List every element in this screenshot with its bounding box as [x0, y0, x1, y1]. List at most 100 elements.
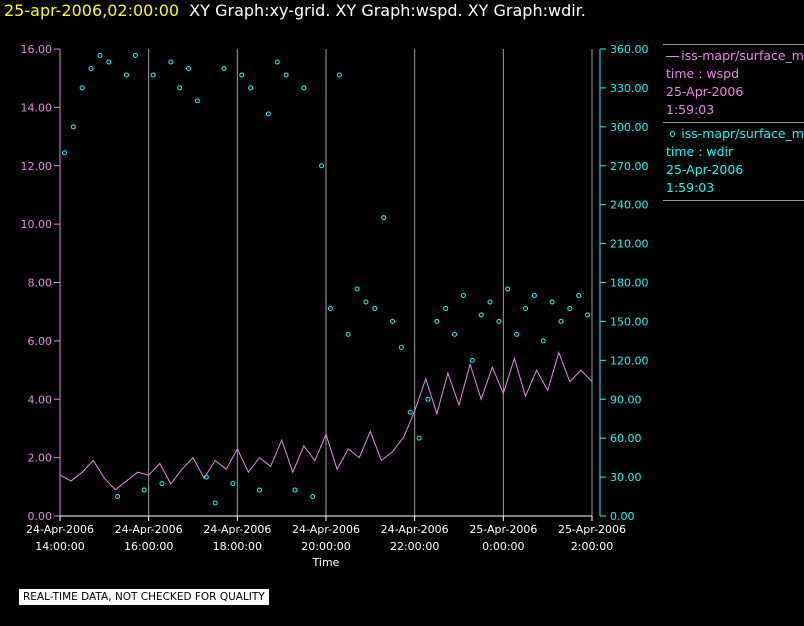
wdir-point: [97, 52, 103, 58]
wdir-point: [292, 487, 298, 493]
x-tick-date-3: 24-Apr-2006: [292, 523, 360, 536]
wdir-point: [407, 409, 413, 415]
line-swatch-icon: [666, 55, 680, 57]
wdir-point: [345, 331, 351, 337]
legend-wdir-time: 1:59:03: [666, 180, 715, 195]
y-right-tick-label-7: 210.00: [610, 238, 649, 251]
wdir-point: [70, 124, 76, 130]
wdir-point: [381, 215, 387, 221]
wdir-point: [150, 72, 156, 78]
chart-title: 25-apr-2006,02:00:00 XY Graph:xy-grid. X…: [4, 1, 804, 20]
circle-marker-icon: [670, 131, 676, 137]
wdir-point: [257, 487, 262, 493]
wdir-point: [336, 72, 342, 78]
y-left-tick-label-8: 16.00: [21, 43, 53, 56]
x-tick-time-2: 18:00:00: [213, 540, 262, 553]
title-graphs: XY Graph:xy-grid. XY Graph:wspd. XY Grap…: [189, 1, 586, 20]
wdir-point: [124, 72, 129, 78]
legend: iss-mapr/surface_m time : wspd 25-Apr-20…: [663, 44, 804, 201]
wdir-point: [443, 305, 449, 311]
wdir-point: [576, 292, 582, 298]
wdir-point: [141, 487, 147, 493]
legend-wspd-time: 1:59:03: [666, 102, 715, 117]
wdir-point: [398, 344, 404, 350]
wdir-point: [540, 338, 546, 344]
wdir-point: [230, 481, 236, 487]
x-tick-date-1: 24-Apr-2006: [115, 523, 183, 536]
y-left-tick-label-2: 4.00: [28, 393, 53, 406]
wdir-point: [558, 318, 564, 324]
legend-wdir-var: time : wdir: [666, 144, 734, 159]
wdir-point: [460, 292, 466, 298]
wdir-point: [132, 52, 138, 58]
x-tick-time-6: 2:00:00: [571, 540, 613, 553]
y-left-tick-label-4: 8.00: [28, 277, 53, 290]
wdir-point: [567, 305, 573, 311]
x-tick-time-0: 14:00:00: [35, 540, 84, 553]
wdir-point: [372, 305, 378, 311]
legend-wspd-var: time : wspd: [666, 66, 740, 81]
wdir-point: [177, 85, 183, 91]
wdir-point: [327, 305, 333, 311]
wdir-point: [363, 299, 369, 305]
wdir-point: [168, 59, 174, 65]
y-right-tick-label-9: 270.00: [610, 160, 649, 173]
wdir-point: [301, 85, 307, 91]
wdir-point: [425, 396, 431, 402]
legend-wdir-date: 25-Apr-2006: [666, 162, 744, 177]
wdir-point: [88, 65, 94, 71]
y-right-tick-label-0: 0.00: [610, 510, 635, 523]
y-left-tick-label-1: 2.00: [28, 452, 53, 465]
wdir-point: [416, 435, 422, 441]
wdir-point: [487, 299, 493, 305]
wdir-point: [585, 312, 591, 318]
wdir-point: [106, 59, 112, 65]
wdir-point: [549, 299, 555, 305]
wdir-point: [390, 318, 395, 324]
wdir-point: [212, 500, 218, 506]
x-tick-time-5: 0:00:00: [482, 540, 524, 553]
wdir-point: [186, 65, 192, 71]
y-right-tick-label-12: 360.00: [610, 43, 649, 56]
wdir-point: [221, 65, 227, 71]
x-tick-date-4: 24-Apr-2006: [381, 523, 449, 536]
wdir-point: [79, 85, 85, 91]
y-right-tick-label-8: 240.00: [610, 199, 649, 212]
quality-disclaimer: REAL-TIME DATA, NOT CHECKED FOR QUALITY: [19, 589, 269, 605]
x-tick-date-5: 25-Apr-2006: [469, 523, 537, 536]
x-tick-date-6: 25-Apr-2006: [558, 523, 626, 536]
title-timestamp: 25-apr-2006,02:00:00: [4, 1, 180, 20]
legend-entry-wspd[interactable]: iss-mapr/surface_m time : wspd 25-Apr-20…: [663, 44, 804, 122]
wdir-point: [239, 72, 245, 78]
wdir-point: [523, 305, 528, 311]
wdir-point: [478, 312, 484, 318]
wdir-point: [265, 111, 271, 117]
x-tick-time-1: 16:00:00: [124, 540, 173, 553]
wdir-point: [61, 150, 67, 156]
wdir-point: [505, 286, 511, 292]
x-tick-date-2: 24-Apr-2006: [203, 523, 271, 536]
series-wspd-line: [59, 351, 593, 491]
legend-wspd-date: 25-Apr-2006: [666, 84, 744, 99]
y-left-tick-label-5: 10.00: [21, 218, 53, 231]
y-left-tick-label-3: 6.00: [28, 335, 53, 348]
wdir-point: [469, 357, 475, 363]
legend-entry-wdir[interactable]: iss-mapr/surface_m time : wdir 25-Apr-20…: [663, 122, 804, 200]
y-right-tick-label-10: 300.00: [610, 121, 649, 134]
wdir-point: [310, 494, 316, 500]
wdir-point: [283, 72, 289, 78]
y-left-tick-label-0: 0.00: [28, 510, 53, 523]
wdir-point: [115, 494, 121, 500]
y-right-tick-label-6: 180.00: [610, 277, 649, 290]
legend-wspd-source: iss-mapr/surface_m: [681, 48, 804, 63]
y-left-tick-label-6: 12.00: [21, 160, 53, 173]
wdir-point: [203, 474, 209, 480]
wdir-point: [496, 318, 502, 324]
x-tick-time-3: 20:00:00: [301, 540, 350, 553]
wdir-point: [274, 59, 280, 65]
y-right-tick-label-1: 30.00: [610, 471, 642, 484]
wdir-point: [434, 318, 440, 324]
x-tick-time-4: 22:00:00: [390, 540, 439, 553]
x-axis-label: Time: [312, 556, 340, 569]
